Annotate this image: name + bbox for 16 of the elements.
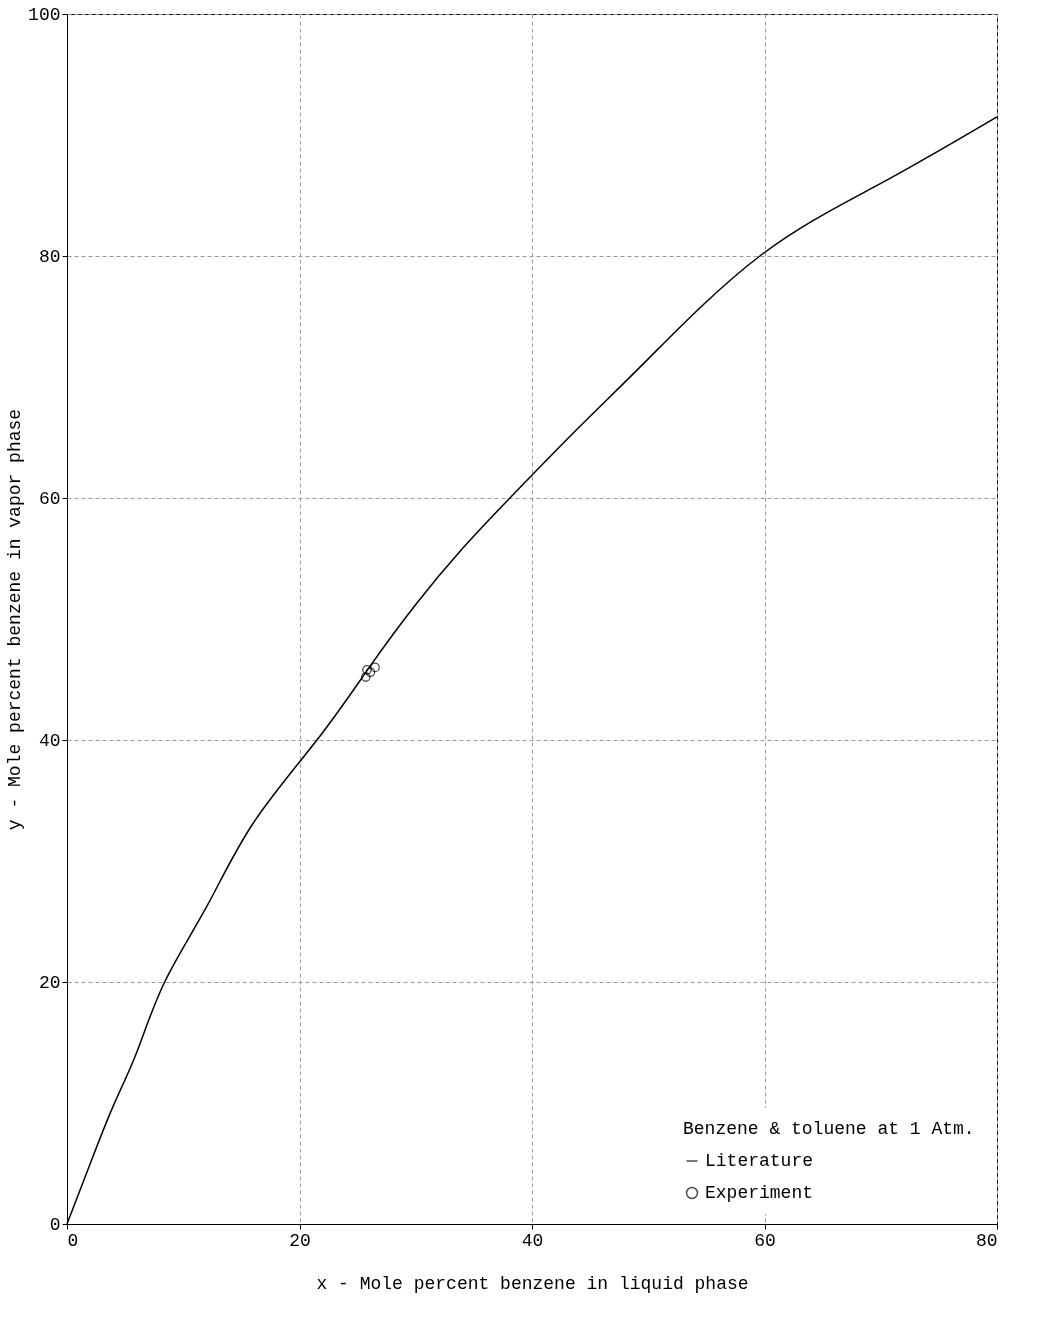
- y-tick-label: 80: [38, 246, 61, 267]
- x-tick-label: 60: [754, 1230, 776, 1251]
- y-tick-label: 100: [28, 4, 61, 25]
- y-tick-label: 20: [38, 972, 61, 993]
- x-tick-label: 40: [521, 1230, 544, 1251]
- legend-title: Benzene & toluene at 1 Atm.: [683, 1119, 975, 1139]
- x-axis-title: x - Mole percent benzene in liquid phase: [316, 1273, 749, 1294]
- x-tick-label: 80: [975, 1230, 998, 1251]
- legend-label: Literature: [705, 1151, 814, 1171]
- y-tick-label: 0: [49, 1214, 61, 1235]
- x-tick-label: 0: [67, 1230, 79, 1251]
- y-axis-title: y - Mole percent benzene in vapor phase: [5, 408, 26, 831]
- x-tick-label: 20: [289, 1230, 311, 1251]
- y-tick-label: 60: [38, 488, 61, 509]
- y-tick-label: 40: [38, 730, 61, 751]
- legend-label: Experiment: [705, 1183, 814, 1203]
